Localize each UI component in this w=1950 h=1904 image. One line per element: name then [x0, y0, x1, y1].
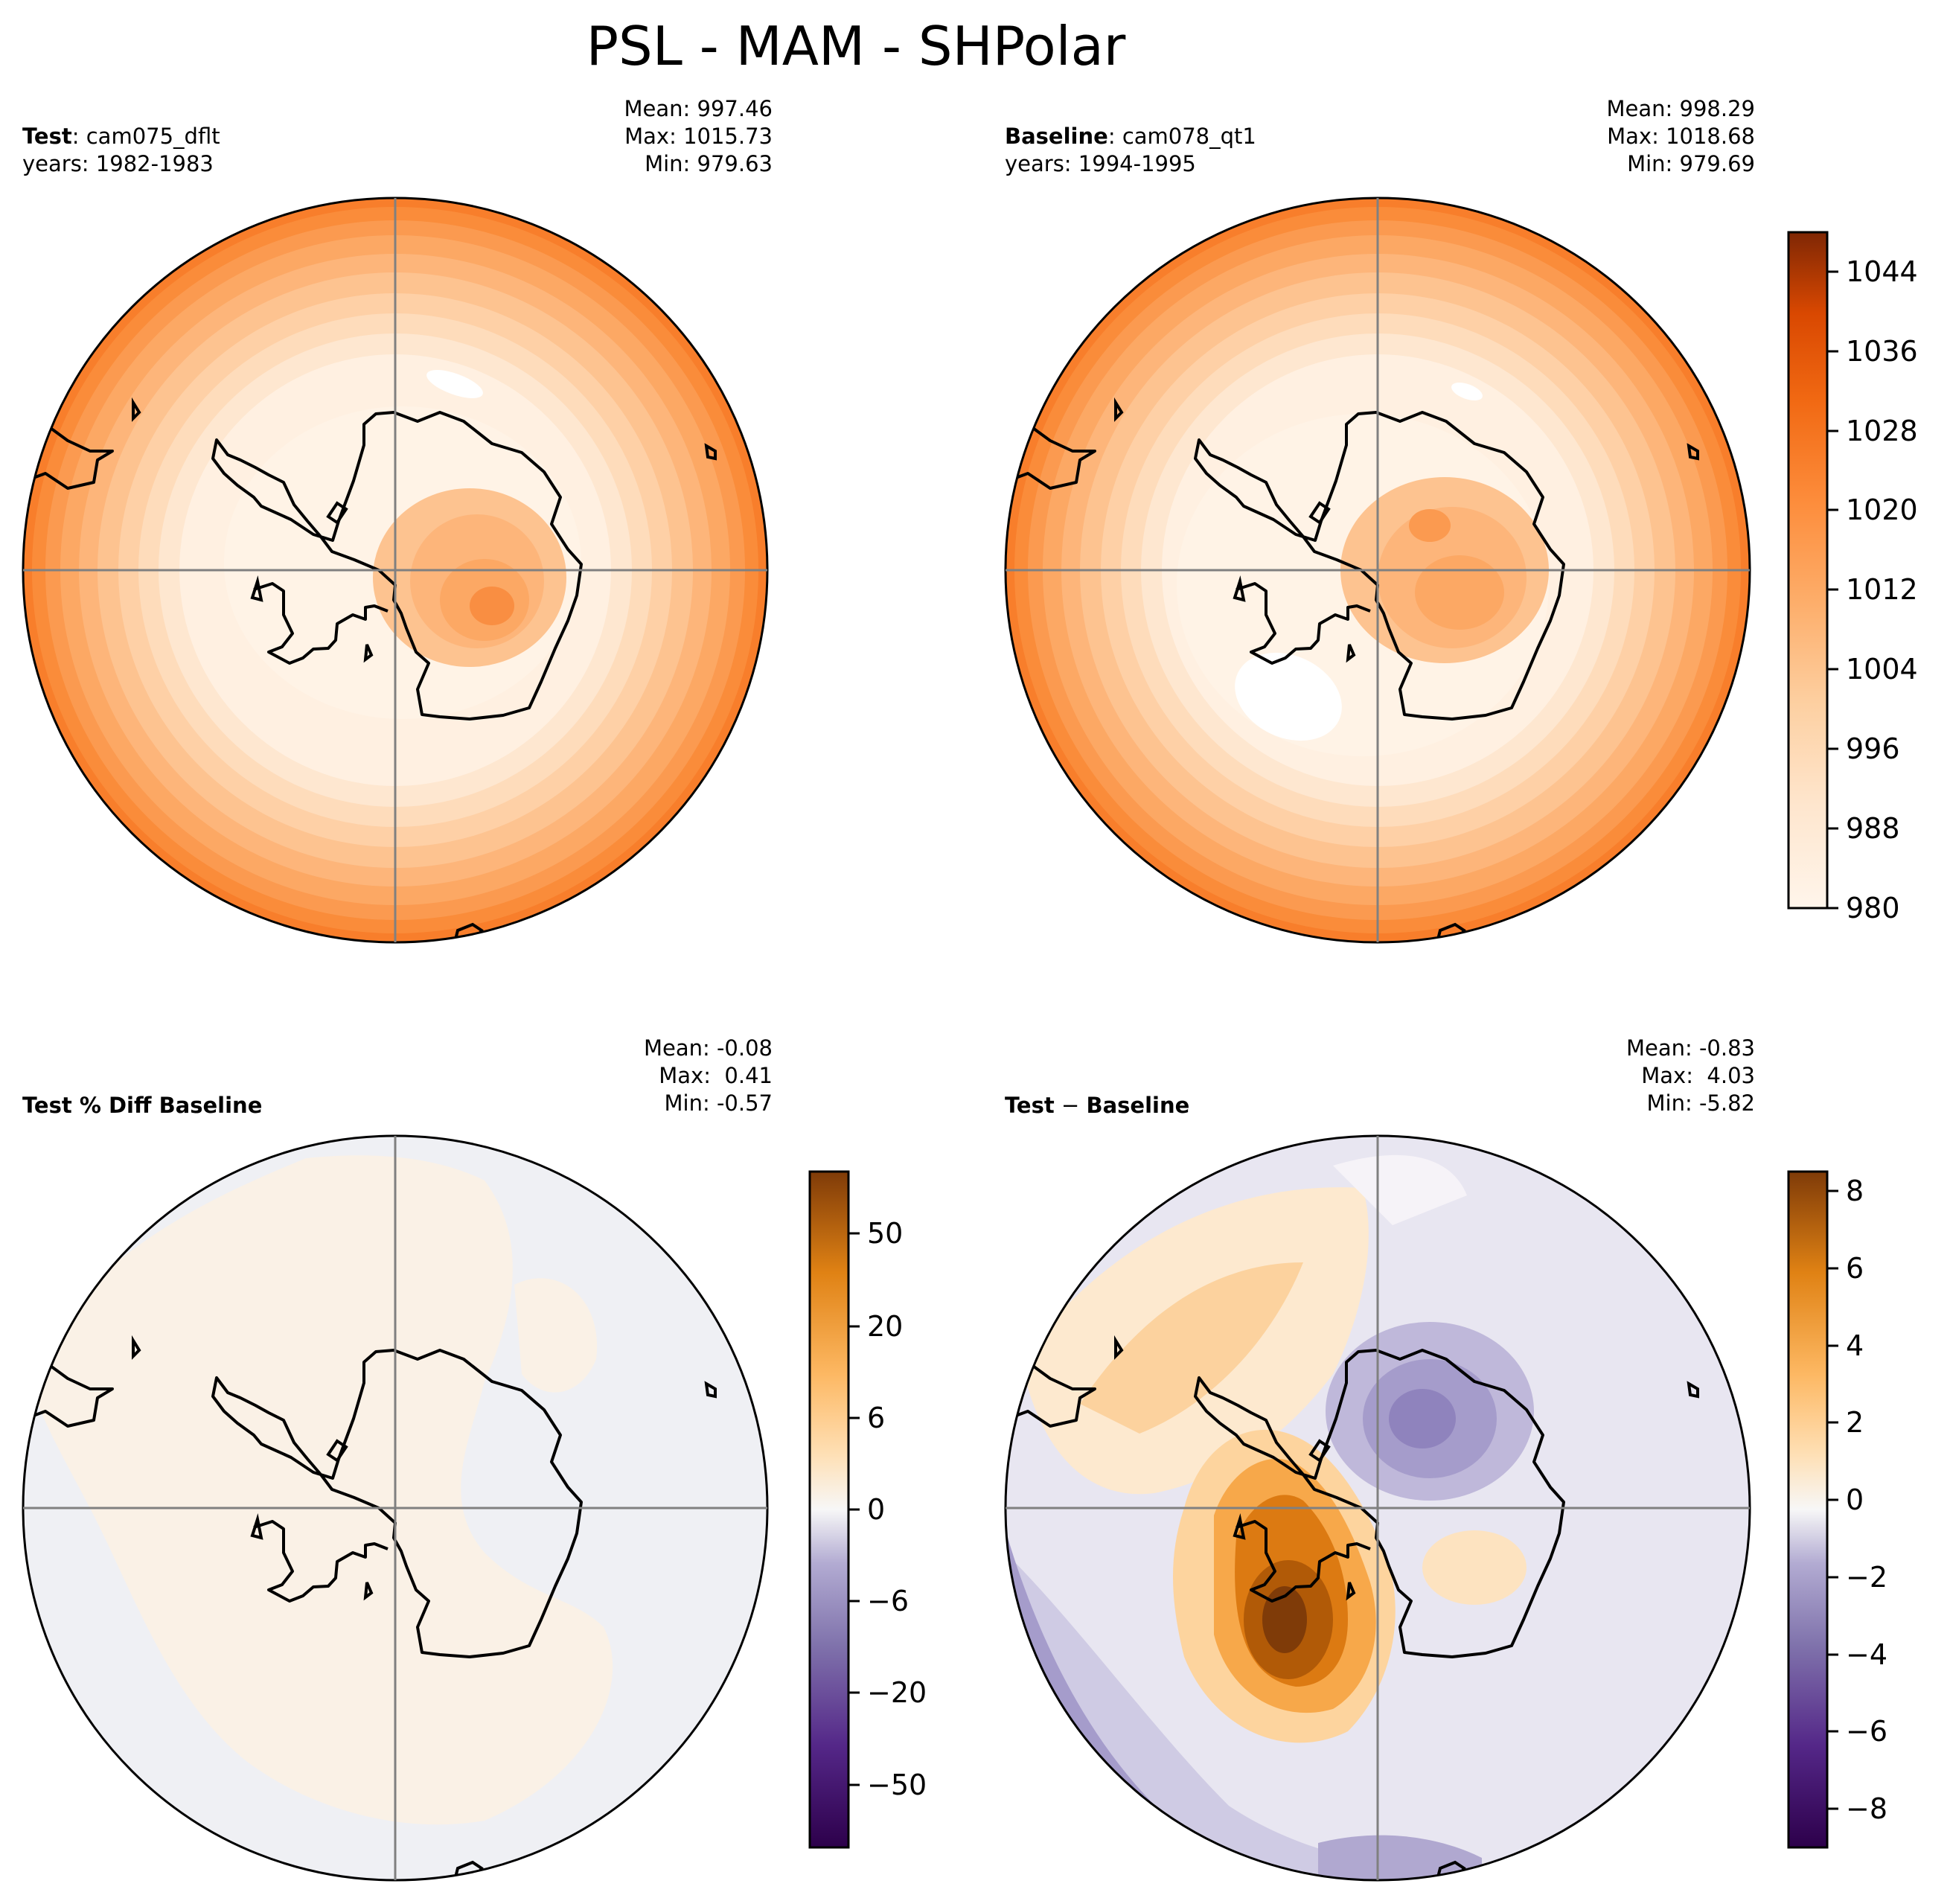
baseline-stats: Mean: 998.29 Max: 1018.68 Min: 979.69	[1459, 95, 1755, 178]
cb-pct-tick-5: −20	[867, 1676, 927, 1709]
cb-diff-tick-5: −2	[1846, 1561, 1887, 1594]
test-label-bold: Test	[22, 124, 72, 149]
cb-abs-tick-1: 1036	[1846, 335, 1918, 368]
cb-diff-tick-1: 6	[1846, 1252, 1864, 1285]
baseline-years: years: 1994-1995	[1005, 151, 1196, 176]
pctdiff-min: Min: -0.57	[664, 1090, 773, 1116]
pctdiff-max: Max: 0.41	[659, 1063, 773, 1088]
test-stats: Mean: 997.46 Max: 1015.73 Min: 979.63	[476, 95, 773, 178]
baseline-map	[1004, 197, 1751, 944]
cb-pct-tick-3: 0	[867, 1493, 885, 1526]
cb-diff-tick-7: −6	[1846, 1715, 1887, 1748]
test-max: Max: 1015.73	[624, 124, 773, 149]
test-map	[22, 197, 769, 944]
baseline-mean: Mean: 998.29	[1606, 96, 1755, 121]
cb-abs-tick-0: 1044	[1846, 255, 1918, 288]
baseline-label-sep: :	[1107, 124, 1122, 149]
cb-pct-tick-4: −6	[867, 1585, 909, 1617]
pctdiff-stats: Mean: -0.08 Max: 0.41 Min: -0.57	[476, 1035, 773, 1117]
diff-min: Min: -5.82	[1646, 1090, 1755, 1116]
figure-title: PSL - MAM - SHPolar	[586, 15, 1126, 77]
colorbar-diff: 8 6 4 2 0 −2 −4 −6 −8	[1787, 1170, 1887, 1849]
cb-diff-tick-0: 8	[1846, 1175, 1864, 1207]
diff-stats: Mean: -0.83 Max: 4.03 Min: -5.82	[1459, 1035, 1755, 1117]
baseline-header: Baseline: cam078_qt1 years: 1994-1995	[1005, 123, 1256, 178]
baseline-label-bold: Baseline	[1005, 124, 1108, 149]
cb-abs-tick-2: 1028	[1846, 415, 1918, 447]
diff-header: Test − Baseline	[1005, 1092, 1189, 1119]
pctdiff-header: Test % Diff Baseline	[22, 1092, 262, 1119]
test-label-sep: :	[71, 124, 86, 149]
baseline-label-case: cam078_qt1	[1122, 124, 1256, 149]
colorbar-pct: 50 20 6 0 −6 −20 −50	[808, 1170, 927, 1849]
test-years: years: 1982-1983	[22, 151, 214, 176]
cb-diff-tick-6: −4	[1846, 1638, 1887, 1671]
diff-max: Max: 4.03	[1641, 1063, 1755, 1088]
cb-diff-tick-8: −8	[1846, 1792, 1887, 1825]
cb-abs-tick-6: 996	[1846, 732, 1900, 765]
diff-mean: Mean: -0.83	[1625, 1035, 1755, 1061]
diff-map	[1004, 1134, 1751, 1882]
test-header: Test: cam075_dflt years: 1982-1983	[22, 123, 220, 178]
cb-diff-tick-3: 2	[1846, 1406, 1864, 1439]
pctdiff-label-bold: Test % Diff Baseline	[22, 1093, 263, 1118]
cb-diff-tick-4: 0	[1846, 1483, 1864, 1516]
cb-pct-tick-0: 50	[867, 1217, 903, 1250]
test-mean: Mean: 997.46	[624, 96, 773, 121]
test-min: Min: 979.63	[645, 151, 773, 176]
cb-diff-tick-2: 4	[1846, 1329, 1864, 1362]
cb-abs-tick-3: 1020	[1846, 493, 1918, 526]
cb-abs-tick-7: 988	[1846, 812, 1900, 845]
cb-abs-tick-4: 1012	[1846, 573, 1918, 606]
diff-label-sep: −	[1054, 1093, 1087, 1118]
colorbar-abs: 1044 1036 1028 1020 1012 1004 996 988 98…	[1787, 231, 1918, 924]
cb-pct-tick-1: 20	[867, 1310, 903, 1343]
diff-label-bold: Test	[1005, 1093, 1055, 1118]
cb-pct-tick-2: 6	[867, 1402, 885, 1434]
pctdiff-mean: Mean: -0.08	[643, 1035, 773, 1061]
diff-label-rest: Baseline	[1086, 1093, 1190, 1118]
baseline-max: Max: 1018.68	[1607, 124, 1755, 149]
cb-abs-tick-5: 1004	[1846, 653, 1918, 686]
cb-abs-tick-8: 980	[1846, 892, 1900, 924]
pctdiff-map	[22, 1134, 769, 1882]
cb-pct-tick-6: −50	[867, 1769, 927, 1801]
test-label-case: cam075_dflt	[86, 124, 220, 149]
baseline-min: Min: 979.69	[1627, 151, 1755, 176]
